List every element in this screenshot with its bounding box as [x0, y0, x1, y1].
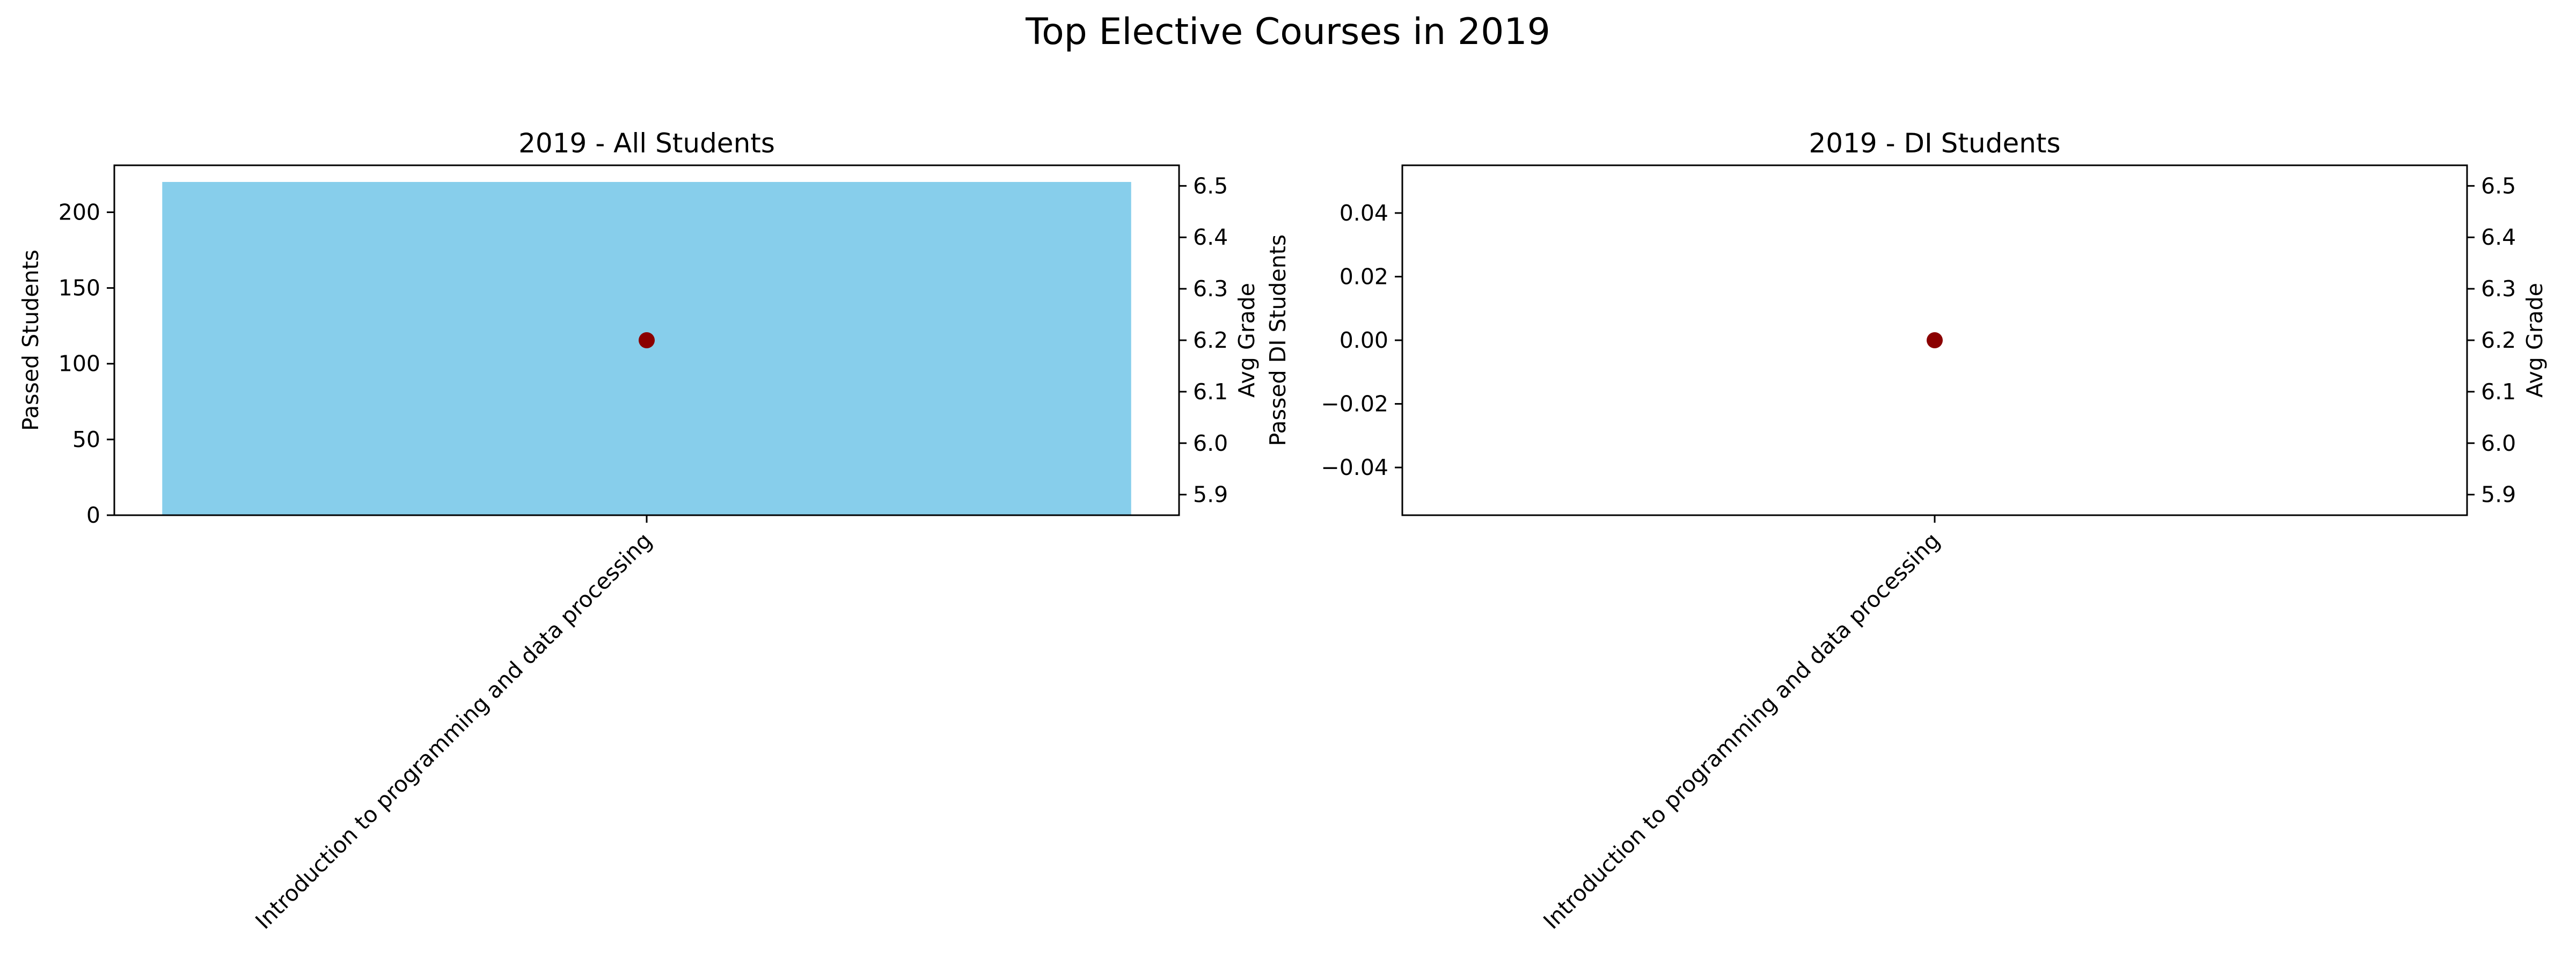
y2-tick-label: 6.5 — [2481, 173, 2516, 199]
y2-tick-label: 6.2 — [1193, 327, 1228, 353]
y2-tick-label: 6.3 — [2481, 276, 2516, 302]
y2-tick-label: 6.5 — [1193, 173, 1228, 199]
y2-tick-label: 6.2 — [2481, 327, 2516, 353]
y2-tick-label: 6.0 — [1193, 430, 1228, 456]
y-tick-label: −0.04 — [1321, 455, 1388, 480]
y2-tick-label: 6.1 — [2481, 379, 2516, 405]
y-tick-label: 0.02 — [1340, 264, 1388, 289]
y2-tick-label: 6.4 — [2481, 224, 2516, 250]
y-axis-label: Passed Students — [18, 250, 43, 431]
panel-title: 2019 - All Students — [518, 128, 775, 159]
x-tick-label: Introduction to programming and data pro… — [1538, 528, 1945, 934]
bar-passed-students — [162, 182, 1131, 515]
chart-panel-di-students: −0.04 −0.02 0.00 0.02 0.04 5.9 6.0 6.1 6.2 6.3 6.4… — [1265, 128, 2548, 934]
figure-title: Top Elective Courses in 2019 — [1025, 11, 1550, 53]
panel-title: 2019 - DI Students — [1809, 128, 2060, 159]
y-tick-label: 0.00 — [1340, 327, 1388, 353]
y-tick-label: 100 — [58, 351, 100, 377]
y2-axis-label: Avg Grade — [1234, 283, 1260, 398]
y2-tick-label: 6.3 — [1193, 276, 1228, 302]
y2-tick-label: 5.9 — [2481, 482, 2516, 508]
y-tick-label: 200 — [58, 199, 100, 225]
point-avg-grade — [639, 332, 655, 348]
y2-tick-label: 6.4 — [1193, 224, 1228, 250]
y2-tick-label: 6.0 — [2481, 430, 2516, 456]
y-tick-label: 150 — [58, 275, 100, 301]
y-tick-label: 0 — [86, 502, 100, 528]
y2-tick-label: 6.1 — [1193, 379, 1228, 405]
point-avg-grade — [1927, 332, 1943, 348]
y-axis-label: Passed DI Students — [1265, 235, 1291, 446]
y2-tick-label: 5.9 — [1193, 482, 1228, 508]
y-tick-label: 50 — [72, 427, 100, 452]
chart-panel-all-students: 0 50 100 150 200 5.9 6.0 6.1 6.2 6.3 6.4 6.5 Introdu… — [18, 128, 1260, 934]
y-tick-label: −0.02 — [1321, 391, 1388, 417]
y2-axis-label: Avg Grade — [2522, 283, 2548, 398]
y-tick-label: 0.04 — [1340, 200, 1388, 226]
x-tick-label: Introduction to programming and data pro… — [250, 528, 657, 934]
